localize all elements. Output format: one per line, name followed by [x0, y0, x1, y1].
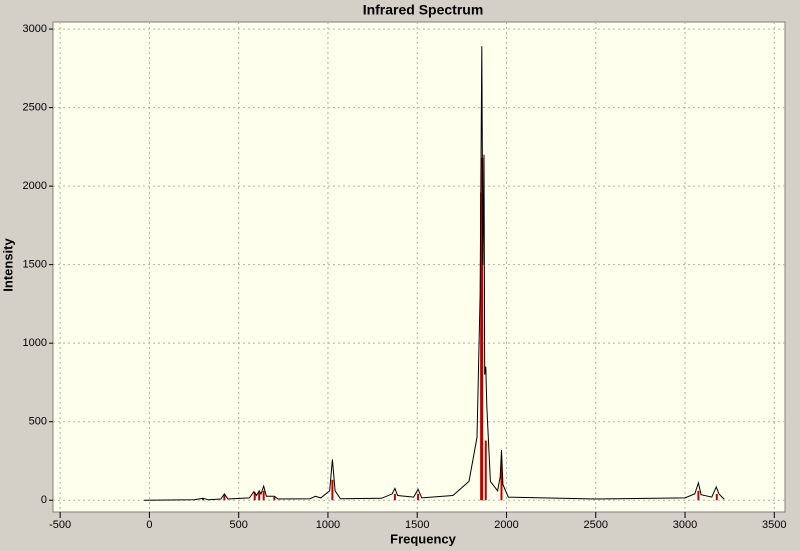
y-tick-label: 0	[41, 494, 47, 506]
x-axis-label: Frequency	[390, 531, 457, 546]
x-tick-label: 3500	[762, 519, 786, 531]
x-tick-label: 1500	[405, 519, 429, 531]
plot-area	[52, 21, 786, 513]
x-tick-label: 2500	[584, 519, 608, 531]
y-tick-label: 1500	[23, 259, 47, 271]
spectrum-line	[144, 46, 725, 501]
x-tick-label: 3000	[673, 519, 697, 531]
y-tick-label: 2000	[23, 180, 47, 192]
x-tick-label: 0	[146, 519, 152, 531]
chart-title: Infrared Spectrum	[363, 2, 484, 18]
y-tick-label: 500	[29, 416, 47, 428]
x-tick-label: 500	[229, 519, 247, 531]
x-tick-label: 1000	[316, 519, 340, 531]
x-tick-label: 2000	[494, 519, 518, 531]
y-tick-label: 2500	[23, 101, 47, 113]
x-tick-label: -500	[49, 519, 71, 531]
y-axis-label: Intensity	[0, 238, 15, 292]
y-tick-label: 3000	[23, 23, 47, 35]
y-tick-label: 1000	[23, 337, 47, 349]
